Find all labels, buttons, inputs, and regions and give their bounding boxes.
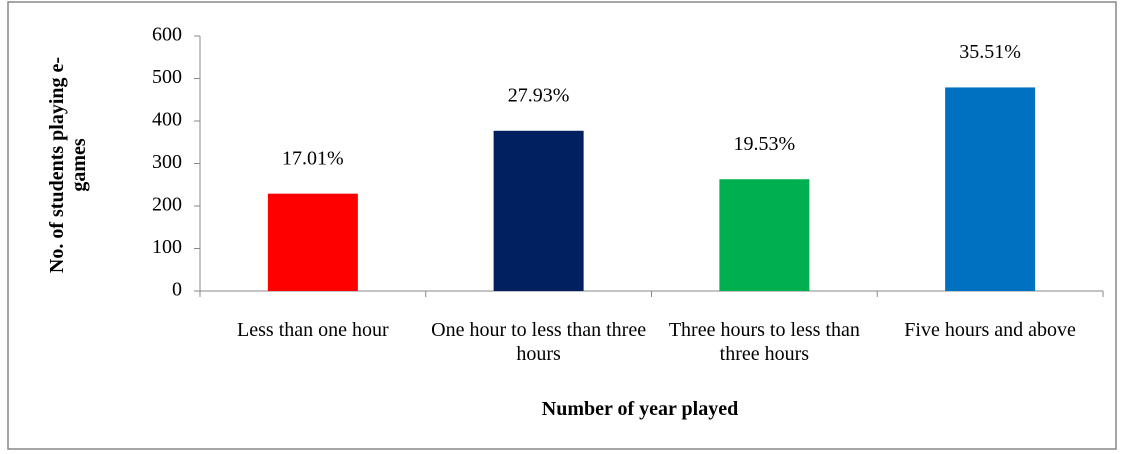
y-tick-label: 100 (152, 236, 182, 258)
x-tick-label: Five hours and above (904, 319, 1076, 341)
y-tick-label: 500 (152, 66, 182, 88)
chart-border (7, 1, 1117, 450)
y-axis-title: No. of students playing e-games (46, 56, 90, 274)
bar (719, 179, 810, 291)
bar (945, 87, 1036, 291)
x-tick-label: One hour to less than three hours (431, 319, 647, 365)
bar-annotation: 35.51% (959, 41, 1021, 63)
y-tick-label: 400 (152, 109, 182, 131)
y-tick-label: 600 (152, 24, 182, 46)
bar-annotation: 19.53% (734, 133, 796, 155)
bar-annotation: 27.93% (508, 84, 570, 106)
x-tick-label: Less than one hour (237, 319, 389, 341)
bar (493, 130, 584, 291)
x-tick-label: Three hours to less than three hours (668, 319, 860, 365)
y-tick-label: 300 (152, 151, 182, 173)
bar-annotation: 17.01% (282, 147, 344, 169)
x-axis-title: Number of year played (541, 398, 739, 420)
y-tick-label: 200 (152, 194, 182, 216)
bar (267, 193, 358, 291)
y-tick-label: 0 (172, 279, 182, 301)
